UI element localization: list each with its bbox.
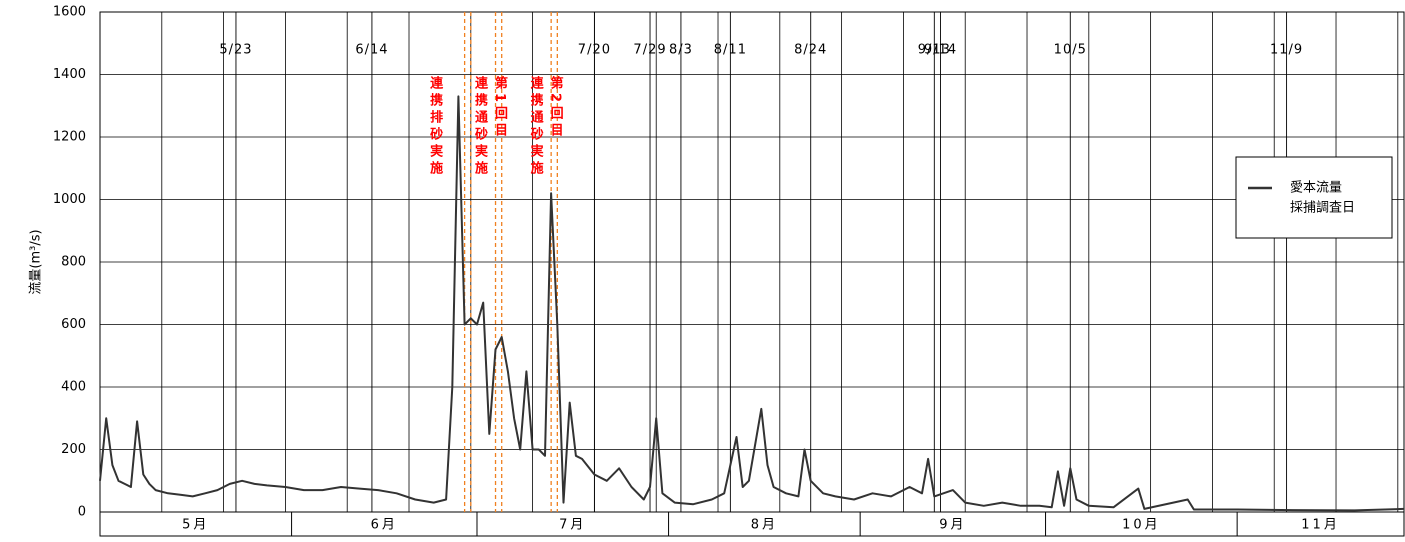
- survey-label: 9/13: [918, 43, 951, 58]
- y-tick-label: 0: [78, 505, 86, 520]
- y-tick-label: 800: [61, 255, 86, 270]
- y-tick-label: 1400: [53, 67, 86, 82]
- survey-label: 8/11: [714, 43, 747, 58]
- month-label: 8月: [751, 518, 778, 533]
- survey-label: 9/14: [924, 43, 957, 58]
- survey-label: 10/5: [1054, 43, 1087, 58]
- y-tick-label: 1000: [53, 192, 86, 207]
- y-tick-label: 600: [61, 317, 86, 332]
- legend-box: [1235, 156, 1393, 239]
- survey-label: 11/9: [1270, 43, 1303, 58]
- y-axis-label: 流量(m³/s): [29, 229, 44, 294]
- survey-label: 8/3: [669, 43, 693, 58]
- flow-line: [99, 95, 1405, 512]
- survey-label: 7/29: [633, 43, 666, 58]
- y-tick-label: 400: [61, 380, 86, 395]
- month-label: 9月: [939, 518, 966, 533]
- legend-label: 愛本流量: [1290, 181, 1342, 196]
- event-label: 連携排砂実施: [427, 75, 444, 178]
- y-tick-label: 1600: [53, 5, 86, 20]
- month-label: 6月: [371, 518, 398, 533]
- month-label: 10月: [1122, 518, 1161, 533]
- event-label: 第2回目: [548, 75, 564, 140]
- survey-label: 7/20: [578, 43, 611, 58]
- survey-label: 5/23: [219, 43, 252, 58]
- month-label: 7月: [559, 518, 586, 533]
- survey-label: 8/24: [794, 43, 827, 58]
- survey-label: 6/14: [355, 43, 388, 58]
- legend-label: 採捕調査日: [1290, 200, 1355, 216]
- y-tick-label: 1200: [53, 130, 86, 145]
- event-label: 第1回目: [492, 75, 508, 140]
- month-label: 11月: [1301, 518, 1340, 533]
- month-label: 5月: [182, 518, 209, 533]
- y-tick-label: 200: [61, 442, 86, 457]
- event-label: 連携通砂実施: [528, 75, 545, 178]
- event-label: 連携通砂実施: [472, 75, 489, 178]
